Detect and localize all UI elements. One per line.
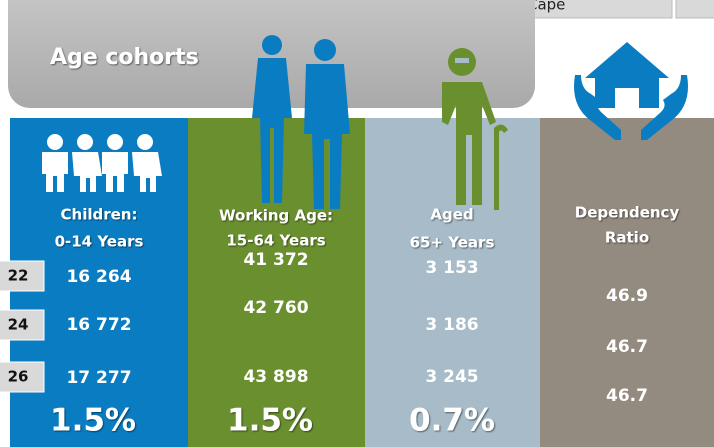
year-label: 22 [8, 267, 29, 285]
home-icon [574, 42, 688, 140]
year-label: 26 [8, 368, 29, 386]
column-header: Working Age: [219, 207, 333, 225]
value: 46.9 [606, 286, 648, 306]
value: 3 245 [425, 367, 478, 387]
column-header: 0-14 Years [55, 233, 144, 251]
banner-title: Age cohorts [50, 45, 199, 70]
value: 3 186 [425, 315, 478, 335]
top-tab-label: Cape [527, 0, 565, 14]
column-header: Ratio [605, 229, 649, 247]
column-header: Dependency [575, 204, 680, 222]
value: 3 153 [425, 258, 478, 278]
change: 1.5% [227, 403, 313, 439]
column-dependency [540, 118, 714, 447]
change: 0.7% [409, 403, 495, 439]
value: 46.7 [606, 386, 648, 406]
year-box [0, 309, 45, 341]
year-label: 24 [8, 316, 29, 334]
column-header: 65+ Years [410, 234, 495, 252]
value: 42 760 [243, 298, 308, 318]
column-aged [365, 118, 540, 447]
change: 1.5% [50, 403, 136, 439]
aged-icon [442, 48, 508, 210]
year-box [0, 361, 45, 393]
value: 43 898 [243, 367, 308, 387]
children-icon [42, 134, 162, 192]
value: 41 372 [243, 250, 308, 270]
top-tab-2 [675, 0, 714, 19]
column-header: 15-64 Years [226, 232, 325, 250]
value: 16 264 [66, 267, 131, 287]
column-header: Aged [430, 206, 473, 224]
value: 17 277 [66, 368, 131, 388]
column-header: Children: [61, 206, 138, 224]
year-box [0, 260, 45, 292]
value: 16 772 [66, 315, 131, 335]
value: 46.7 [606, 337, 648, 357]
adults-icon [252, 35, 350, 209]
